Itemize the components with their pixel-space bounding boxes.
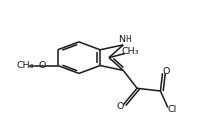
Text: CH₃: CH₃ [121,47,139,56]
Text: H: H [126,35,131,44]
Text: Cl: Cl [168,105,177,114]
Text: CH₃: CH₃ [17,61,34,70]
Text: N: N [118,35,125,44]
Text: O: O [38,61,46,70]
Text: O: O [162,67,169,76]
Text: O: O [116,102,124,111]
